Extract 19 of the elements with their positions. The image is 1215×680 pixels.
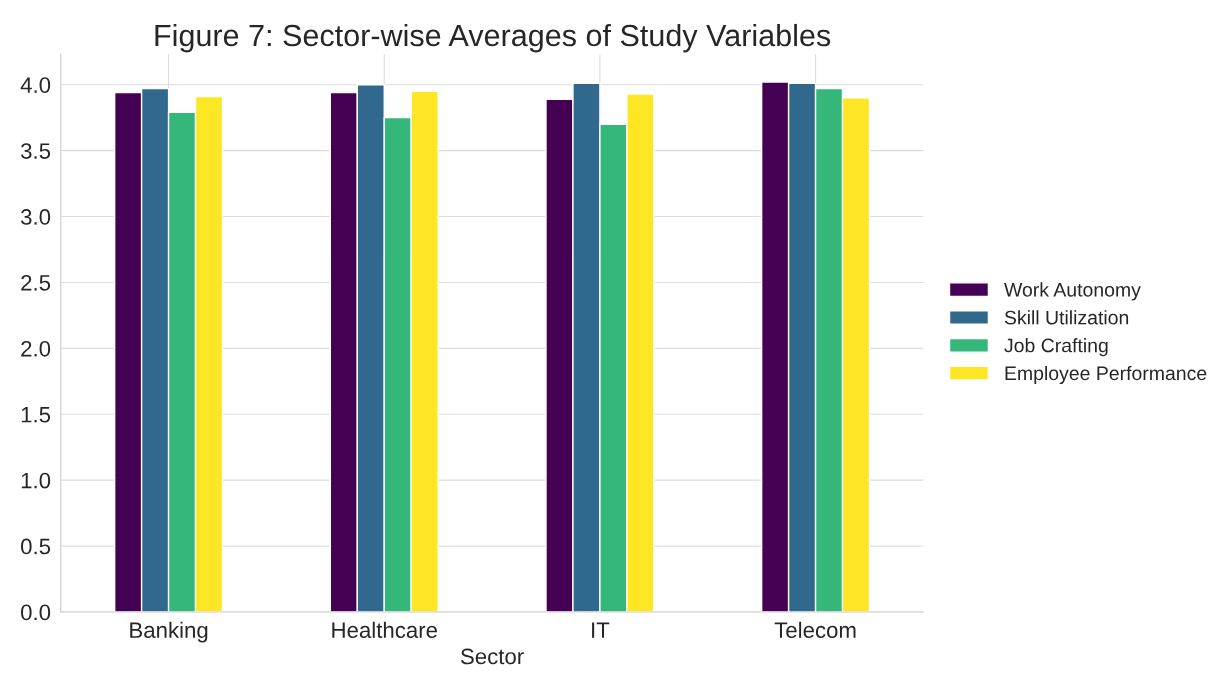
y-tick-label: 0.0 [21,604,51,621]
legend-label: Job Crafting [1004,338,1108,357]
legend-label: Skill Utilization [1004,310,1129,325]
legend-label: Employee Performance [1005,365,1207,385]
y-tick-label: 0.5 [21,538,51,555]
x-axis-title: Sector [460,648,524,665]
y-tick-label: 1.5 [21,407,51,423]
x-tick-label: IT [592,622,610,638]
y-tick-label: 4.0 [20,77,51,93]
y-tick-label: 3.5 [20,143,51,159]
x-tick-label: Telecom [774,621,856,639]
chart-title: Figure 7: Sector-wise Averages of Study Variables [155,23,831,53]
legend-label: Work Autonomy [1004,282,1141,301]
x-tick-label: Healthcare [332,621,437,639]
y-tick-label: 1.0 [21,472,51,489]
y-tick-label: 2.5 [21,274,51,291]
y-tick-label: 2.0 [21,340,51,357]
y-tick-label: 3.0 [20,209,51,225]
x-tick-label: Banking [130,621,208,643]
